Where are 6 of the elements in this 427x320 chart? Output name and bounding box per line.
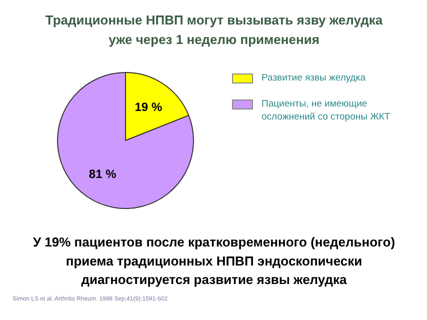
chart-title: Традиционные НПВП могут вызывать язву желудка уже через 1 неделю применения [45,12,384,47]
data-label: 19 % [134,100,162,114]
legend-label: Пациенты, не имеющие осложнений со стороны ЖКТ [262,98,390,123]
text: У 19% пациентов после кратковременного (недельного) приема традиционных НПВП эндоскопически диагностируется развитие язвы желудка [32,234,396,287]
legend-label: Развитие язвы желудка [262,72,366,84]
data-label: 81 % [88,167,117,182]
